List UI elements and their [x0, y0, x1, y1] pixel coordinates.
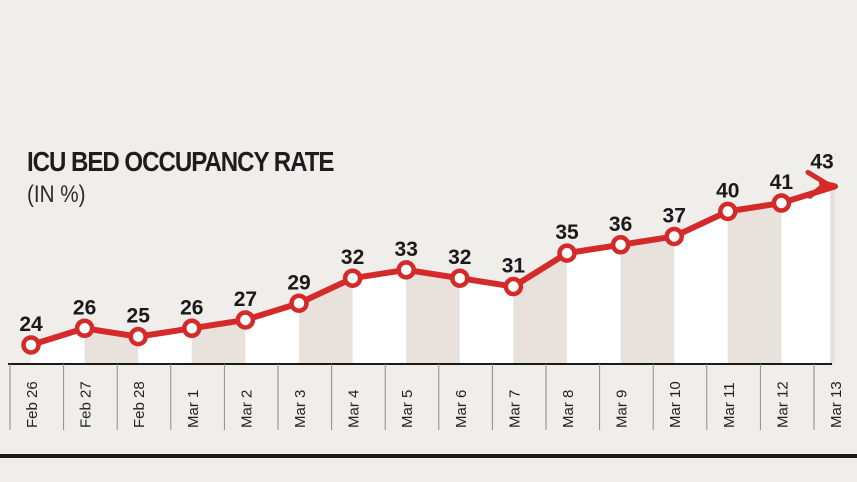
- data-label: 33: [395, 238, 418, 261]
- data-point: [342, 268, 363, 288]
- data-point: [289, 293, 309, 313]
- data-label: 40: [716, 179, 739, 202]
- data-label: 25: [127, 305, 151, 328]
- x-tick-label: Mar 13: [828, 381, 845, 428]
- x-tick-label: Mar 9: [614, 390, 631, 428]
- column-band: [830, 183, 835, 364]
- data-point: [182, 318, 202, 339]
- data-point: [21, 335, 41, 355]
- data-label: 31: [502, 255, 526, 278]
- data-label: 27: [234, 288, 257, 311]
- x-tick-label: Mar 4: [346, 390, 363, 428]
- data-point: [235, 310, 256, 330]
- data-label: 26: [73, 296, 96, 319]
- data-point: [664, 226, 684, 247]
- data-label: 36: [609, 213, 632, 236]
- column-band: [459, 278, 514, 364]
- data-label: 35: [555, 221, 579, 244]
- column-band: [567, 244, 621, 364]
- data-point: [503, 276, 524, 297]
- data-label: 32: [341, 246, 364, 269]
- chart-title: ICU BED OCCUPANCY RATE: [27, 146, 334, 177]
- column-band: [620, 236, 675, 364]
- x-tick-label: Mar 2: [238, 390, 255, 428]
- x-tick-label: Mar 8: [560, 390, 577, 428]
- column-band: [352, 269, 407, 364]
- data-point: [771, 193, 792, 213]
- column-band: [727, 203, 782, 364]
- data-label: 37: [663, 204, 686, 227]
- data-point: [450, 268, 470, 288]
- x-axis: [8, 363, 832, 430]
- x-tick-label: Feb 28: [131, 381, 148, 428]
- data-point: [557, 243, 577, 263]
- x-tick-label: Feb 26: [24, 381, 41, 428]
- column-bands: [31, 183, 835, 364]
- data-label: 24: [19, 313, 43, 336]
- data-labels: 24 26 25 26 27 29 32 33 32 31 35 36 37 40 41 43: [19, 150, 833, 336]
- data-point: [128, 326, 148, 347]
- x-tick-label: Mar 3: [292, 390, 309, 428]
- x-tick-label: Mar 7: [506, 390, 523, 428]
- x-tick-label: Mar 10: [667, 381, 684, 428]
- data-point: [396, 260, 416, 280]
- x-tick-label: Mar 1: [185, 390, 202, 428]
- data-label: 41: [770, 171, 794, 194]
- arrowhead: [805, 169, 831, 199]
- column-band: [781, 186, 835, 364]
- column-band: [674, 211, 728, 364]
- x-tick-label: Mar 12: [774, 381, 791, 428]
- data-point: [74, 318, 95, 339]
- data-markers: [21, 193, 792, 355]
- x-tick-label: Mar 11: [721, 382, 738, 428]
- data-label: 43: [810, 150, 833, 173]
- data-point: [610, 235, 631, 255]
- x-tick-label: Feb 27: [78, 381, 95, 428]
- data-label: 29: [287, 271, 310, 294]
- chart-subtitle: (IN %): [27, 181, 86, 208]
- x-tick-labels: Feb 26 Feb 27 Feb 28 Mar 1 Mar 2 Mar 3 Mar 4 Ma…: [24, 381, 845, 428]
- data-label: 32: [448, 246, 471, 269]
- bottom-rule: [0, 454, 857, 458]
- column-band: [191, 319, 246, 364]
- x-tick-label: Mar 5: [399, 390, 416, 428]
- column-band: [31, 328, 85, 364]
- data-point: [718, 201, 738, 222]
- x-tick-label: Mar 6: [453, 390, 470, 428]
- column-band: [406, 269, 460, 364]
- data-label: 26: [180, 296, 203, 319]
